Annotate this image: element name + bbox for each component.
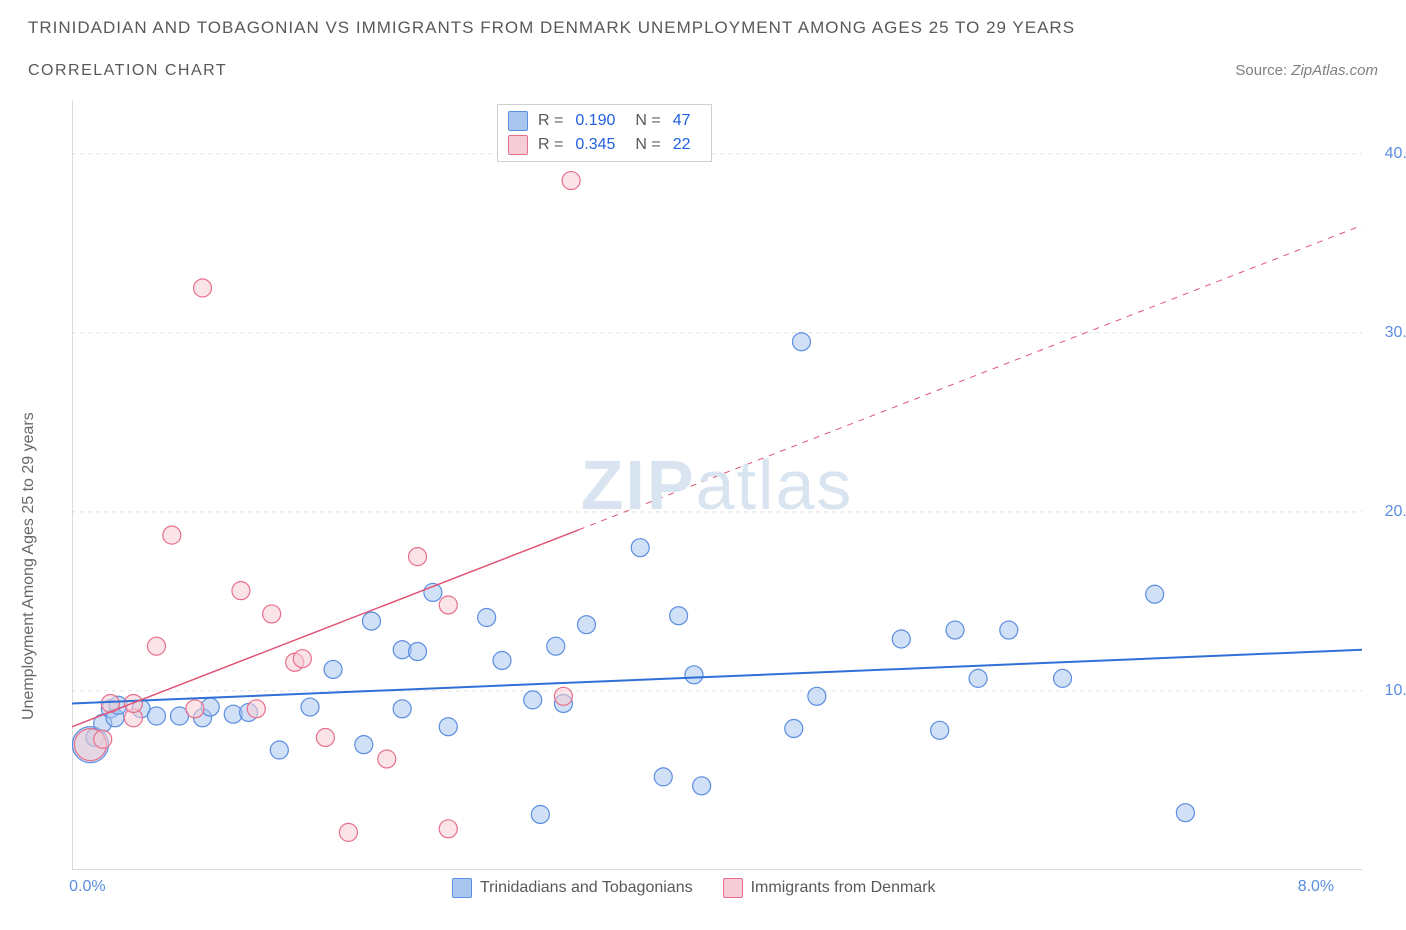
n-value: 22 — [673, 136, 691, 154]
x-tick-label: 0.0% — [69, 878, 105, 896]
series-swatch — [508, 111, 528, 131]
source-prefix: Source: — [1235, 62, 1291, 79]
n-label: N = — [635, 112, 660, 130]
legend-item: Trinidadians and Tobagonians — [452, 878, 693, 898]
stats-row: R = 0.190 N = 47 — [508, 109, 701, 133]
y-tick-label: 40.0% — [1385, 145, 1406, 163]
chart-area: ZIPatlas R =0.190N =47R =0.345N =22 10.0… — [72, 100, 1362, 870]
chart-title: TRINIDADIAN AND TOBAGONIAN VS IMMIGRANTS… — [28, 18, 1075, 38]
source-name: ZipAtlas.com — [1291, 62, 1378, 79]
r-label: R = — [538, 136, 563, 154]
y-axis-label: Unemployment Among Ages 25 to 29 years — [20, 412, 38, 720]
legend-label: Immigrants from Denmark — [751, 879, 936, 897]
chart-subtitle: CORRELATION CHART — [28, 62, 227, 80]
series-legend: Trinidadians and Tobagonians Immigrants f… — [452, 878, 936, 898]
legend-swatch — [452, 878, 472, 898]
n-value: 47 — [673, 112, 691, 130]
scatter-plot — [72, 100, 1362, 870]
r-value: 0.345 — [575, 136, 615, 154]
source-credit: Source: ZipAtlas.com — [1235, 62, 1378, 79]
r-label: R = — [538, 112, 563, 130]
legend-swatch — [723, 878, 743, 898]
r-value: 0.190 — [575, 112, 615, 130]
y-tick-label: 30.0% — [1385, 324, 1406, 342]
legend-item: Immigrants from Denmark — [723, 878, 936, 898]
series-swatch — [508, 135, 528, 155]
correlation-stats-box: R = 0.190 N = 47 R = 0.345 N = 22 — [497, 104, 712, 162]
y-tick-label: 20.0% — [1385, 503, 1406, 521]
x-tick-label: 8.0% — [1298, 878, 1334, 896]
n-label: N = — [635, 136, 660, 154]
legend-label: Trinidadians and Tobagonians — [480, 879, 693, 897]
y-tick-label: 10.0% — [1385, 682, 1406, 700]
stats-row: R = 0.345 N = 22 — [508, 133, 701, 157]
